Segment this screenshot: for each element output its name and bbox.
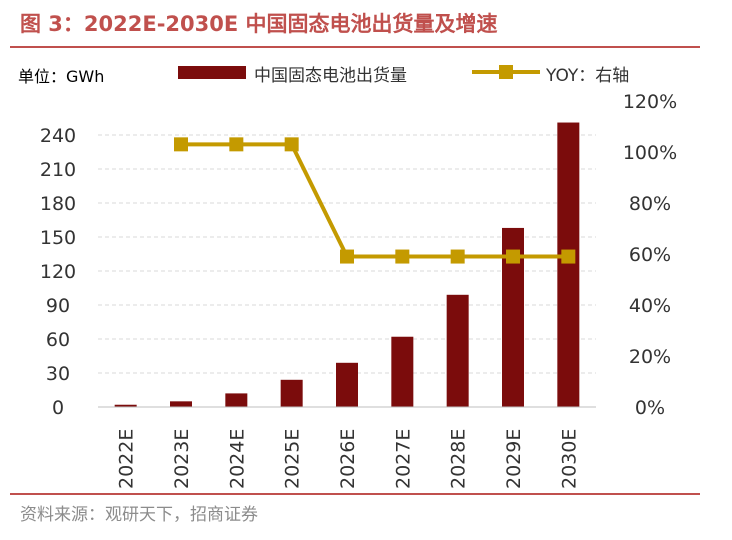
yoy-line bbox=[181, 142, 569, 259]
bar bbox=[114, 404, 137, 407]
x-tick-label: 2028E bbox=[448, 429, 470, 489]
legend-bar-swatch bbox=[178, 66, 246, 79]
bar bbox=[557, 122, 580, 408]
left-tick-label: 90 bbox=[46, 295, 70, 317]
bar bbox=[280, 379, 303, 407]
right-tick-label: 120% bbox=[623, 91, 677, 113]
title-divider bbox=[10, 46, 700, 48]
x-tick-label: 2023E bbox=[171, 429, 193, 489]
yoy-marker bbox=[506, 249, 520, 264]
bar bbox=[336, 362, 358, 407]
left-tick-label: 120 bbox=[40, 261, 76, 283]
x-tick-label: 2029E bbox=[503, 429, 525, 489]
unit-label: 单位：GWh bbox=[18, 67, 104, 86]
right-tick-label: 60% bbox=[629, 244, 671, 266]
left-tick-label: 30 bbox=[46, 363, 70, 385]
x-tick-label: 2025E bbox=[282, 429, 304, 489]
left-tick-label: 150 bbox=[40, 227, 76, 249]
right-axis: 0% 20% 40% 60% 80% 100% 120% bbox=[623, 91, 677, 419]
legend-line-label: YOY：右轴 bbox=[545, 66, 629, 86]
yoy-marker bbox=[340, 249, 354, 264]
left-tick-label: 0 bbox=[52, 397, 64, 419]
bar bbox=[502, 227, 524, 407]
legend: 中国固态电池出货量 YOY：右轴 bbox=[178, 65, 629, 86]
left-tick-label: 180 bbox=[40, 193, 76, 215]
source-note: 资料来源：观研天下，招商证券 bbox=[20, 505, 258, 525]
x-tick-label: 2030E bbox=[558, 429, 580, 489]
left-tick-label: 60 bbox=[46, 329, 70, 351]
right-tick-label: 20% bbox=[629, 346, 671, 368]
x-tick-label: 2027E bbox=[392, 429, 414, 489]
line-series bbox=[174, 137, 576, 264]
right-tick-label: 40% bbox=[629, 295, 671, 317]
yoy-marker bbox=[229, 137, 244, 152]
yoy-marker bbox=[174, 137, 188, 152]
x-tick-label: 2024E bbox=[226, 429, 248, 489]
legend-bar-label: 中国固态电池出货量 bbox=[254, 66, 407, 86]
yoy-marker bbox=[561, 249, 576, 264]
legend-line-marker bbox=[499, 65, 513, 79]
x-tick-label: 2026E bbox=[337, 429, 359, 489]
yoy-marker bbox=[284, 137, 299, 152]
bar-series bbox=[114, 122, 580, 408]
yoy-marker bbox=[395, 249, 410, 264]
right-tick-label: 0% bbox=[635, 397, 665, 419]
page-title: 图 3：2022E-2030E 中国固态电池出货量及增速 bbox=[20, 12, 498, 36]
right-tick-label: 100% bbox=[623, 142, 677, 164]
left-tick-label: 210 bbox=[40, 159, 76, 181]
x-tick-label: 2022E bbox=[116, 429, 138, 489]
bar bbox=[170, 401, 192, 407]
right-tick-label: 80% bbox=[629, 193, 671, 215]
bar bbox=[446, 294, 469, 407]
footer-divider bbox=[10, 493, 700, 495]
left-axis: 0 30 60 90 120 150 180 210 240 bbox=[40, 125, 76, 419]
x-axis: 2022E 2023E 2024E 2025E 2026E 2027E 2028E 2029E… bbox=[98, 406, 596, 489]
bar bbox=[391, 336, 414, 407]
yoy-marker bbox=[450, 249, 465, 264]
left-tick-label: 240 bbox=[40, 125, 76, 147]
bar bbox=[225, 393, 248, 407]
